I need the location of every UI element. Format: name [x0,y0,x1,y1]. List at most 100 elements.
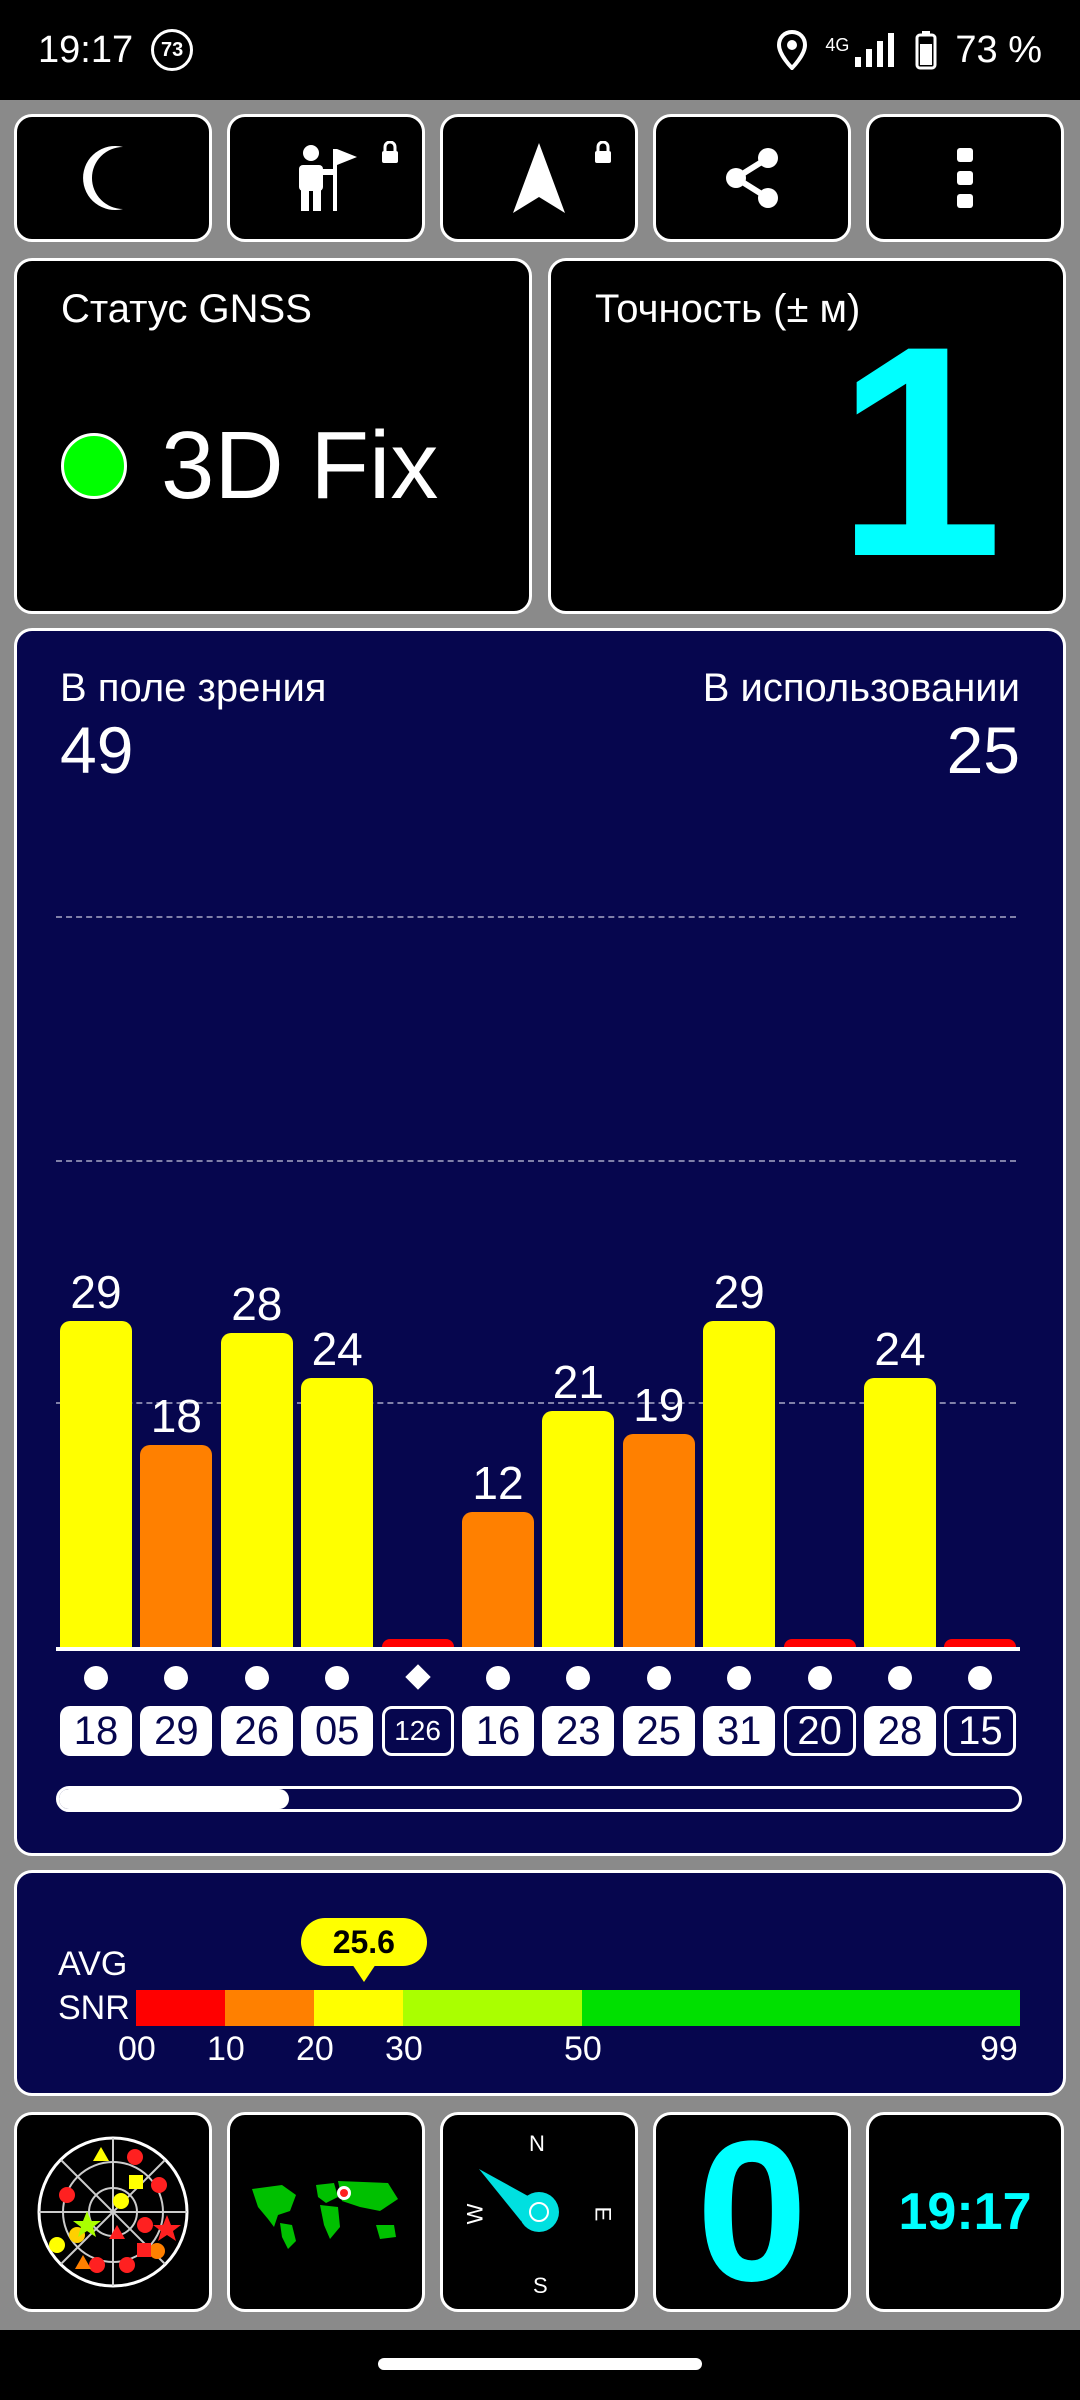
snr-bar [220,1332,293,1647]
snr-tick-label: 10 [207,2030,245,2068]
dot-marker-icon [888,1666,912,1690]
scrollbar-thumb[interactable] [59,1789,290,1809]
person-flag-icon [299,145,357,211]
more-button[interactable] [866,114,1064,242]
compass-south: S [533,2273,548,2298]
gnss-status-label: Статус GNSS [61,287,312,331]
bar-value-label: 18 [150,1389,202,1442]
snr-card [14,1870,1066,2096]
in-view-count: 49 [60,713,134,787]
accuracy-value: 1 [836,283,1003,619]
snr-average-pointer [351,1964,376,1982]
satellite-id-badge: 28 [864,1706,936,1756]
accuracy-label: Точность (± м) [595,287,861,331]
status-time: 19:17 [38,28,134,71]
compass-icon [479,2169,559,2232]
snr-average-bubble: 25.6 [300,1918,427,1966]
signal-icon [855,33,895,67]
snr-bar [301,1377,374,1647]
satellite-id-badge: 29 [140,1706,213,1756]
snr-scale-segment [314,1990,403,2026]
satellite-id-badge: 15 [944,1706,1017,1756]
satellites-card[interactable] [14,628,1066,1856]
battery-icon [915,31,937,70]
grid-line [56,1160,1016,1162]
share-button[interactable] [653,114,851,242]
satellite-id-badge: 16 [462,1706,534,1756]
satellite-id-badge: 20 [783,1706,856,1756]
snr-bar [381,1639,454,1647]
dot-marker-icon [244,1666,269,1690]
snr-tick-label: 00 [118,2030,156,2068]
in-view-label: В поле зрения [60,666,327,710]
bar-value-label: 29 [70,1266,122,1319]
snr-bar [140,1444,213,1647]
snr-bar [864,1377,936,1647]
bar-value-label: 21 [552,1356,604,1409]
bar-value-label: 12 [472,1457,524,1510]
snr-tick-label: 99 [980,2030,1018,2068]
satellite-id-badge: 126 [381,1706,454,1756]
dot-marker-icon [84,1666,108,1690]
world-map-icon [250,2181,402,2249]
bar-value-label: 24 [874,1322,926,1375]
bar-value-label: 28 [231,1277,283,1330]
lock-icon [595,141,611,163]
dot-marker-icon [486,1666,510,1690]
lock-icon [382,141,398,163]
dot-marker-icon [325,1666,350,1690]
moon-icon [83,146,123,210]
navigate-button[interactable] [440,114,638,242]
battery-percent: 73 % [955,28,1042,71]
satellite-scrollbar[interactable] [56,1786,1022,1812]
sky-plot-icon [37,2136,189,2288]
waypoint-button[interactable] [227,114,425,242]
satellite-id-badge: 18 [60,1706,132,1756]
snr-scale-segment [403,1990,582,2026]
chart-baseline [56,1647,1020,1651]
satellite-id-badge: 23 [542,1706,615,1756]
snr-scale-segment [136,1990,225,2026]
dot-marker-icon [566,1666,591,1690]
clock-tile[interactable]: 19:17 [866,2112,1064,2312]
grid-line [56,1402,1016,1404]
snr-tick-label: 20 [296,2030,334,2068]
sky-view-tile[interactable] [14,2112,212,2312]
notification-badge: 73 [151,29,194,71]
dot-marker-icon [968,1666,993,1690]
night-mode-button[interactable] [14,114,212,242]
snr-bar [542,1411,615,1647]
satellite-id-badge: 25 [622,1706,695,1756]
status-bar: 19:17 73 4G 73 % [0,0,1080,100]
snr-tick-label: 50 [564,2030,602,2068]
satellite-id-badge: 26 [220,1706,293,1756]
location-pin-icon [777,30,808,70]
in-use-count: 25 [946,713,1020,787]
dot-marker-icon [646,1666,671,1690]
home-handle[interactable] [378,2358,702,2370]
snr-label: AVG SNR [58,1945,130,2027]
share-icon [726,148,778,208]
gnss-status-card[interactable]: Статус GNSS 3D Fix [14,258,532,614]
world-map-tile[interactable] [227,2112,425,2312]
snr-bar [60,1321,132,1647]
compass-north: N [529,2131,545,2156]
network-type: 4G [825,34,850,55]
gnss-status-value: 3D Fix [161,412,439,519]
snr-bar [462,1512,534,1647]
snr-bar [703,1321,776,1647]
navigation-arrow-icon [513,143,565,213]
more-vertical-icon [957,148,973,208]
speed-tile[interactable]: 0 [653,2112,851,2312]
speed-value: 0 [696,2100,808,2323]
dot-marker-icon [727,1666,752,1690]
satellite-id-badge: 31 [703,1706,776,1756]
accuracy-card[interactable]: Точность (± м) 1 [548,258,1066,614]
clock-value: 19:17 [898,2183,1032,2241]
bar-value-label: 24 [311,1322,363,1375]
compass-tile[interactable]: N S E W [440,2112,638,2312]
snr-scale-segment [225,1990,314,2026]
dot-marker-icon [807,1666,832,1690]
bar-value-label: 29 [713,1266,765,1319]
snr-bar [944,1639,1017,1647]
